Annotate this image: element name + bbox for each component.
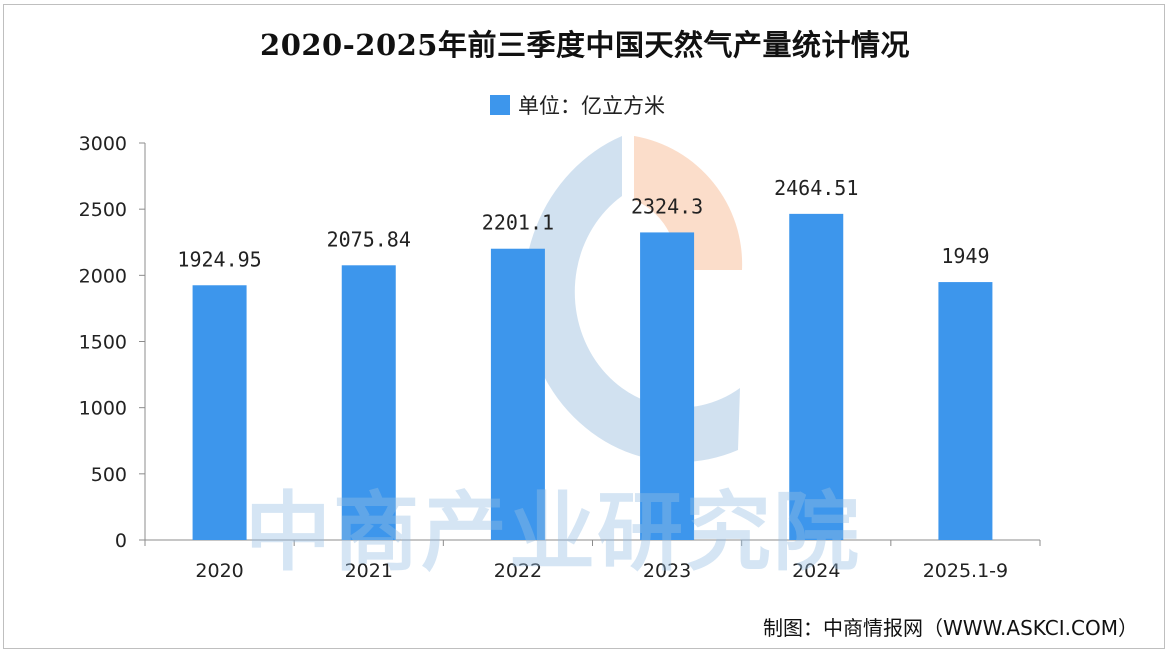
data-label: 2464.51 [774, 176, 858, 200]
logo-blue-arc [523, 136, 740, 463]
y-tick-label: 1000 [79, 398, 127, 420]
data-label: 1949 [941, 244, 989, 268]
y-tick-label: 500 [91, 464, 127, 486]
logo-watermark [523, 136, 743, 463]
legend-label: 单位：亿立方米 [518, 94, 665, 118]
bar-2024 [789, 213, 844, 541]
chart-title: 2020-2025年前三季度中国天然气产量统计情况 [260, 28, 910, 62]
y-tick-label: 2500 [79, 199, 127, 221]
x-tick-label: 2024 [792, 560, 840, 582]
bar-2025.1-9 [938, 282, 993, 540]
x-tick-label: 2023 [643, 560, 691, 582]
axes: 0 500 1000 1500 2000 2500 3000 2020 2021 2022 2023… [79, 133, 1041, 582]
data-label: 2201.1 [482, 211, 554, 235]
bars [192, 213, 993, 541]
bar-2022 [490, 248, 545, 540]
y-tick-label: 1500 [79, 332, 127, 354]
data-label: 2324.3 [631, 194, 703, 218]
y-tick-label: 0 [115, 530, 127, 552]
legend-swatch [490, 95, 510, 115]
bar-2023 [640, 232, 695, 540]
x-tick-label: 2021 [345, 560, 393, 582]
data-labels: 1924.95 2075.84 2201.1 2324.3 2464.51 1949 [177, 176, 989, 271]
data-label: 1924.95 [177, 247, 261, 271]
data-label: 2075.84 [327, 227, 411, 251]
legend: 单位：亿立方米 [490, 90, 665, 120]
y-tick-label: 2000 [79, 265, 127, 287]
bar-2020 [192, 285, 247, 540]
x-tick-label: 2025.1-9 [923, 560, 1008, 582]
x-tick-label: 2020 [195, 560, 243, 582]
logo-orange-arc [634, 136, 743, 270]
source-credit: 制图：中商情报网（WWW.ASKCI.COM） [763, 616, 1138, 640]
bar-2021 [341, 265, 396, 540]
y-tick-label: 3000 [79, 133, 127, 155]
x-tick-label: 2022 [494, 560, 542, 582]
